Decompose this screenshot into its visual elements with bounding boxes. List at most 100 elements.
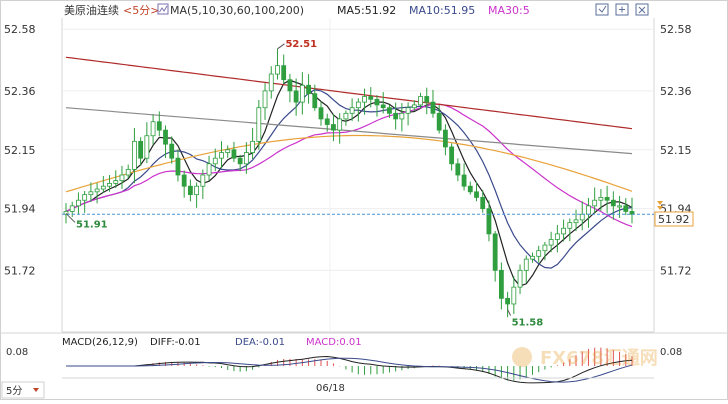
candle-body xyxy=(231,149,237,159)
plus-icon[interactable] xyxy=(615,3,629,16)
candle-body xyxy=(443,129,448,148)
candle-body xyxy=(82,194,88,201)
candle-body xyxy=(243,152,249,165)
macd-diff-line xyxy=(66,355,633,384)
high-annotation-pointer xyxy=(277,43,285,50)
macd-histogram xyxy=(140,347,633,381)
candle-body xyxy=(281,65,287,81)
x-axis-date: 06/18 xyxy=(316,383,345,394)
candle-body xyxy=(523,258,529,271)
candle-body xyxy=(610,199,616,207)
candle-body xyxy=(393,112,399,120)
candle-body xyxy=(505,297,511,305)
candle-body xyxy=(200,174,206,187)
macd-dea: DEA:-0.01 xyxy=(235,337,285,348)
price-grid xyxy=(62,18,654,332)
candle-body xyxy=(374,98,380,106)
candle-body xyxy=(623,205,629,212)
y-tick-label-right: 52.36 xyxy=(660,85,692,98)
candle-body xyxy=(150,121,156,137)
start-annotation-pointer xyxy=(65,213,76,223)
candle-body xyxy=(517,269,523,288)
candle-body xyxy=(69,205,75,212)
candle-body xyxy=(169,143,175,159)
period-selector[interactable] xyxy=(1,381,45,399)
candle-body xyxy=(237,157,243,165)
candle-body xyxy=(132,140,137,170)
candle-body xyxy=(530,255,535,260)
candle-body xyxy=(455,163,461,176)
candle-body xyxy=(256,107,262,142)
candle-body xyxy=(486,208,492,235)
candle-body xyxy=(617,205,622,208)
y-tick-label-left: 52.15 xyxy=(4,144,36,157)
candle-body xyxy=(349,107,355,114)
macd-lines xyxy=(66,355,633,384)
candle-body xyxy=(318,107,324,120)
macd-axis-right: 0.08 xyxy=(660,347,682,358)
candle-body xyxy=(368,96,374,100)
ma200-line xyxy=(65,56,633,130)
candle-body xyxy=(536,250,542,257)
candle-body xyxy=(542,244,548,252)
period-indicator[interactable]: <5分> xyxy=(123,4,159,17)
candle-body xyxy=(554,233,560,240)
candle-body xyxy=(399,112,405,120)
candle-body xyxy=(262,90,268,109)
candle-body xyxy=(337,118,343,131)
close-icon[interactable] xyxy=(635,3,649,16)
settings-icon[interactable] xyxy=(595,3,609,16)
candle-body xyxy=(604,197,610,201)
candle-body xyxy=(163,129,168,145)
candle-body xyxy=(88,191,94,196)
candle-body xyxy=(76,199,81,207)
candle-body xyxy=(306,84,311,95)
ma-toggle-icon[interactable] xyxy=(157,3,169,15)
candle-body xyxy=(331,124,336,131)
watermark-text: FX678汇通网 xyxy=(540,348,658,369)
low-annotation-pointer xyxy=(507,309,512,316)
candle-body xyxy=(343,112,349,120)
candle-body xyxy=(156,121,162,131)
candle-body xyxy=(387,107,392,114)
candle-body xyxy=(380,104,386,109)
ma10-value: MA10:51.95 xyxy=(409,4,475,17)
candle-body xyxy=(293,90,299,103)
ma100-line xyxy=(65,107,633,155)
candle-body xyxy=(107,183,112,187)
ma60-line xyxy=(65,134,633,193)
candle-body xyxy=(467,185,473,193)
candle-body xyxy=(138,140,144,159)
moving-average-lines xyxy=(65,56,633,287)
candle-body xyxy=(492,233,498,271)
candle-body xyxy=(63,211,69,215)
candle-body xyxy=(548,239,554,246)
candle-body xyxy=(100,185,106,190)
price-axis-left: 52.58 52.36 52.15 51.94 51.72 xyxy=(4,23,36,277)
y-tick-label-right: 52.58 xyxy=(660,23,692,36)
macd-dea-line xyxy=(66,357,633,383)
macd-params: MACD(26,12,9) xyxy=(62,337,138,348)
candle-body xyxy=(561,227,566,235)
candle-body xyxy=(219,152,224,159)
candle-body xyxy=(598,197,604,201)
candle-body xyxy=(567,222,573,229)
candle-body xyxy=(362,96,367,103)
ma5-line xyxy=(65,79,633,287)
candle-body xyxy=(212,157,218,165)
candle-body xyxy=(449,146,455,165)
ma-params: MA(5,10,30,60,100,200) xyxy=(170,4,304,17)
candle-body xyxy=(287,79,293,92)
y-tick-label-right: 51.72 xyxy=(660,264,692,277)
candle-body xyxy=(206,163,212,176)
candle-body xyxy=(250,140,255,153)
period-selector-label: 5分 xyxy=(6,385,22,397)
candle-body xyxy=(125,168,131,176)
candle-body xyxy=(181,174,187,187)
candles xyxy=(63,48,635,318)
y-tick-label-right: 52.15 xyxy=(660,144,692,157)
chevron-down-icon xyxy=(33,388,39,392)
candle-body xyxy=(312,93,318,109)
candle-body xyxy=(511,286,517,305)
